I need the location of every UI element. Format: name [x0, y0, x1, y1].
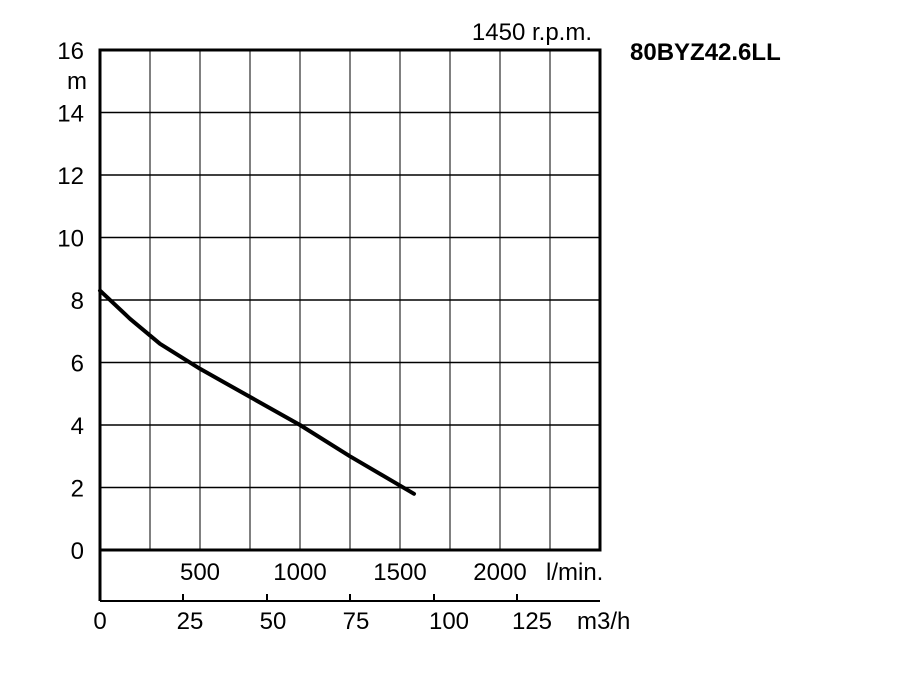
y-tick-label: 16	[57, 38, 84, 65]
x-tick-m3h-label: 125	[512, 608, 552, 635]
grid	[100, 50, 600, 550]
x-tick-lmin-label: 2000	[473, 559, 526, 586]
speed-label: 1450 r.p.m.	[472, 19, 592, 46]
x-axis-lmin-ticks: 500 1000 1500 2000	[180, 559, 527, 586]
y-tick-label: 8	[71, 288, 84, 315]
y-tick-label: 14	[57, 101, 84, 128]
plot-frame	[98, 48, 602, 552]
x-tick-m3h-label: 0	[93, 608, 106, 635]
x-tick-m3h-label: 75	[343, 608, 370, 635]
x-axis-m3h-ticks: 0 25 50 75 100 125	[93, 608, 552, 635]
x-tick-m3h-label: 25	[177, 608, 204, 635]
x-tick-lmin-label: 500	[180, 559, 220, 586]
y-tick-label: 10	[57, 226, 84, 253]
y-tick-label: 4	[71, 413, 84, 440]
y-axis-ticks: 0 2 4 6 8 10 12 14 16	[57, 38, 84, 565]
y-tick-label: 2	[71, 476, 84, 503]
head-flow-curve	[98, 288, 416, 496]
x-tick-m3h-label: 100	[429, 608, 469, 635]
x-axis-lmin-unit: l/min.	[546, 559, 603, 586]
x-axis-m3h-unit: m3/h	[577, 608, 630, 635]
y-tick-label: 12	[57, 163, 84, 190]
x-tick-lmin-label: 1000	[273, 559, 326, 586]
y-tick-label: 6	[71, 351, 84, 378]
chart-title: 80BYZ42.6LL	[630, 39, 781, 66]
x-tick-lmin-label: 1500	[373, 559, 426, 586]
y-axis-unit: m	[67, 68, 87, 95]
m3h-axis	[98, 550, 600, 602]
y-tick-label: 0	[71, 538, 84, 565]
x-tick-m3h-label: 50	[260, 608, 287, 635]
